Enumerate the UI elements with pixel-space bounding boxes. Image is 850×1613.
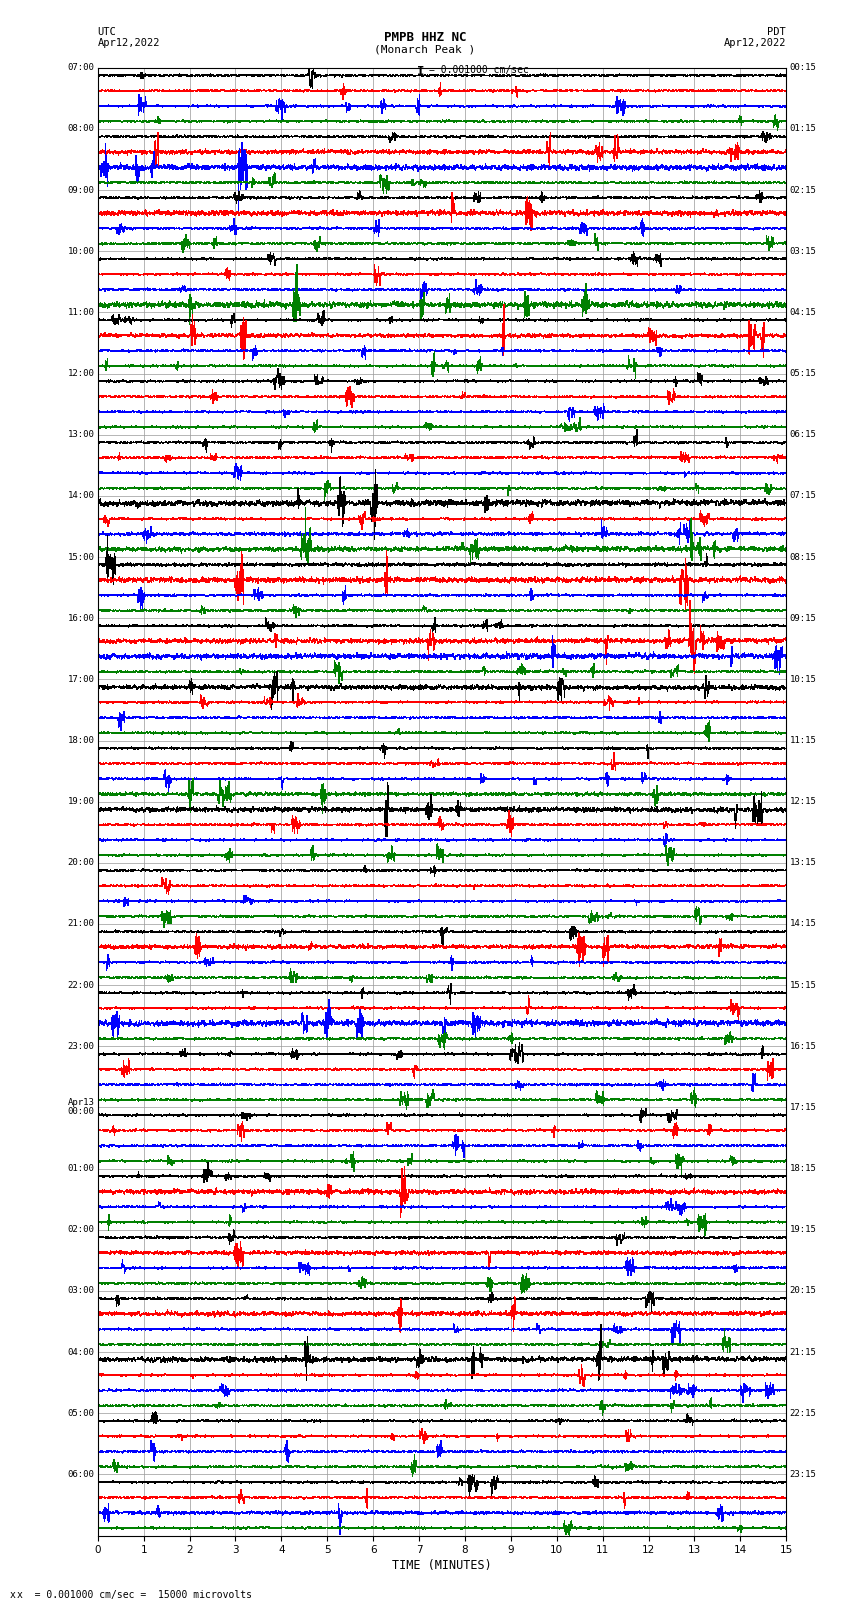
Text: 21:15: 21:15 (790, 1347, 817, 1357)
Text: 05:15: 05:15 (790, 369, 817, 377)
Text: 22:00: 22:00 (67, 981, 94, 990)
Text: 18:15: 18:15 (790, 1165, 817, 1173)
Text: 17:00: 17:00 (67, 674, 94, 684)
Text: 21:00: 21:00 (67, 919, 94, 929)
Text: 01:00: 01:00 (67, 1165, 94, 1173)
Text: 22:15: 22:15 (790, 1408, 817, 1418)
Text: 15:00: 15:00 (67, 553, 94, 561)
Text: 11:00: 11:00 (67, 308, 94, 316)
Text: 05:00: 05:00 (67, 1408, 94, 1418)
Text: 23:00: 23:00 (67, 1042, 94, 1050)
Text: 09:00: 09:00 (67, 185, 94, 195)
Text: 23:15: 23:15 (790, 1469, 817, 1479)
Text: 08:00: 08:00 (67, 124, 94, 134)
Text: 17:15: 17:15 (790, 1103, 817, 1111)
Text: 08:15: 08:15 (790, 553, 817, 561)
Text: 16:15: 16:15 (790, 1042, 817, 1050)
Text: 13:15: 13:15 (790, 858, 817, 868)
X-axis label: TIME (MINUTES): TIME (MINUTES) (392, 1560, 492, 1573)
Text: 13:00: 13:00 (67, 431, 94, 439)
Text: 09:15: 09:15 (790, 613, 817, 623)
Text: (Monarch Peak ): (Monarch Peak ) (374, 45, 476, 55)
Text: Apr12,2022: Apr12,2022 (98, 39, 161, 48)
Text: 18:00: 18:00 (67, 736, 94, 745)
Text: 07:00: 07:00 (67, 63, 94, 73)
Text: 19:00: 19:00 (67, 797, 94, 806)
Text: 04:15: 04:15 (790, 308, 817, 316)
Text: x: x (9, 1590, 15, 1600)
Text: 00:00: 00:00 (67, 1108, 94, 1116)
Text: 06:00: 06:00 (67, 1469, 94, 1479)
Text: 20:15: 20:15 (790, 1287, 817, 1295)
Text: PMPB HHZ NC: PMPB HHZ NC (383, 31, 467, 44)
Text: 00:15: 00:15 (790, 63, 817, 73)
Text: 10:15: 10:15 (790, 674, 817, 684)
Text: 20:00: 20:00 (67, 858, 94, 868)
Text: 03:15: 03:15 (790, 247, 817, 256)
Text: 01:15: 01:15 (790, 124, 817, 134)
Text: UTC: UTC (98, 27, 116, 37)
Text: 12:00: 12:00 (67, 369, 94, 377)
Text: 11:15: 11:15 (790, 736, 817, 745)
Text: 02:15: 02:15 (790, 185, 817, 195)
Text: x  = 0.001000 cm/sec =  15000 microvolts: x = 0.001000 cm/sec = 15000 microvolts (17, 1590, 252, 1600)
Text: Apr13: Apr13 (67, 1098, 94, 1108)
Text: 16:00: 16:00 (67, 613, 94, 623)
Text: 06:15: 06:15 (790, 431, 817, 439)
Text: 02:00: 02:00 (67, 1226, 94, 1234)
Text: 03:00: 03:00 (67, 1287, 94, 1295)
Text: 14:00: 14:00 (67, 492, 94, 500)
Text: 19:15: 19:15 (790, 1226, 817, 1234)
Text: 10:00: 10:00 (67, 247, 94, 256)
Text: PDT: PDT (768, 27, 786, 37)
Text: 07:15: 07:15 (790, 492, 817, 500)
Text: Apr12,2022: Apr12,2022 (723, 39, 786, 48)
Text: 15:15: 15:15 (790, 981, 817, 990)
Text: 14:15: 14:15 (790, 919, 817, 929)
Text: 04:00: 04:00 (67, 1347, 94, 1357)
Text: = 0.001000 cm/sec: = 0.001000 cm/sec (429, 65, 529, 74)
Text: I: I (417, 65, 424, 77)
Text: 12:15: 12:15 (790, 797, 817, 806)
